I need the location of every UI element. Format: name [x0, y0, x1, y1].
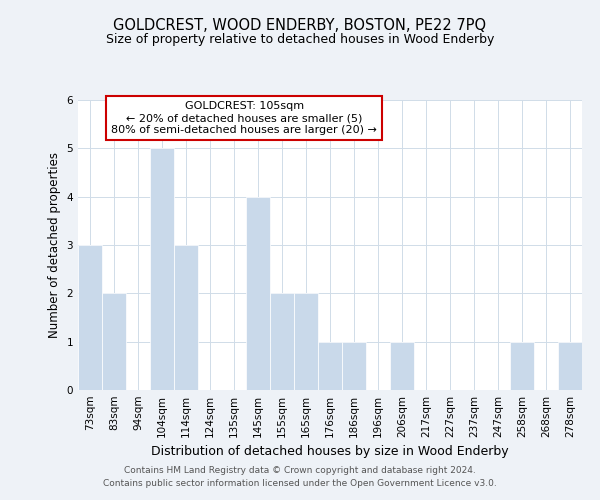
Bar [246, 196, 270, 390]
Bar [294, 294, 318, 390]
Bar [150, 148, 174, 390]
Bar [174, 245, 198, 390]
Bar [318, 342, 342, 390]
Bar [510, 342, 534, 390]
Text: GOLDCREST, WOOD ENDERBY, BOSTON, PE22 7PQ: GOLDCREST, WOOD ENDERBY, BOSTON, PE22 7P… [113, 18, 487, 32]
Y-axis label: Number of detached properties: Number of detached properties [48, 152, 61, 338]
Text: GOLDCREST: 105sqm
← 20% of detached houses are smaller (5)
80% of semi-detached : GOLDCREST: 105sqm ← 20% of detached hous… [112, 102, 377, 134]
Bar [390, 342, 414, 390]
Text: Size of property relative to detached houses in Wood Enderby: Size of property relative to detached ho… [106, 32, 494, 46]
Bar [342, 342, 366, 390]
X-axis label: Distribution of detached houses by size in Wood Enderby: Distribution of detached houses by size … [151, 446, 509, 458]
Bar [270, 294, 294, 390]
Bar [102, 294, 126, 390]
Bar [78, 245, 102, 390]
Text: Contains HM Land Registry data © Crown copyright and database right 2024.
Contai: Contains HM Land Registry data © Crown c… [103, 466, 497, 487]
Bar [558, 342, 582, 390]
